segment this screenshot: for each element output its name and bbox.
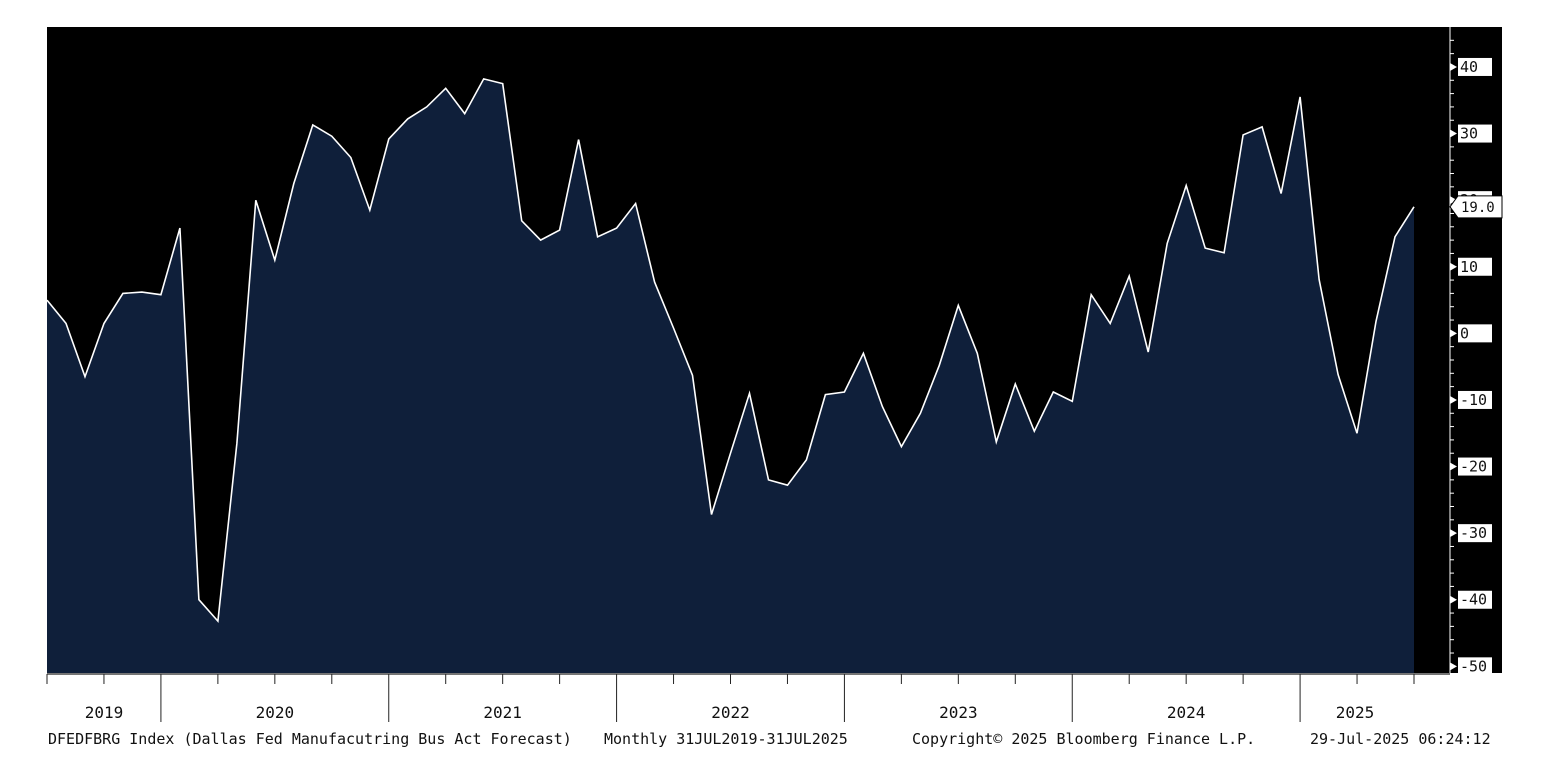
x-year-label: 2021 [483,703,522,722]
y-tick-label-bg [1458,324,1492,343]
y-tick-label: 30 [1460,125,1478,143]
y-tick-label-bg [1458,657,1492,676]
y-major-tick [1450,395,1457,404]
y-tick-label: -20 [1460,458,1487,476]
last-value-tag-shape [1449,195,1503,219]
y-tick-label-bg [1458,57,1492,76]
y-major-tick [1450,62,1457,71]
x-axis: 2019 2020 2021 2022 2023 2024 2025 [46,673,1450,722]
y-major-tick [1450,329,1457,338]
series-line [46,77,1415,623]
y-tick-label-bg [1458,590,1492,609]
y-axis: 403020100-10-20-30-40-50 [1449,27,1492,676]
y-tick-label-bg [1458,124,1492,143]
y-major-tick [1450,196,1457,205]
y-tick-label: 0 [1460,324,1469,342]
x-year-label: 2019 [85,703,124,722]
x-year-label: 2020 [256,703,295,722]
footer-copyright: Copyright© 2025 Bloomberg Finance L.P. [912,730,1255,748]
x-year-label: 2023 [939,703,978,722]
x-year-label: 2022 [711,703,750,722]
y-tick-label-bg [1458,457,1492,476]
y-major-tick [1450,529,1457,538]
y-tick-label-bg [1458,390,1492,409]
last-value-tag: 19.0 [1449,195,1503,219]
y-tick-label: 10 [1460,258,1478,276]
y-tick-label: -10 [1460,391,1487,409]
x-axis-panel [47,673,1450,723]
x-year-label: 2025 [1336,703,1375,722]
footer: DFEDFBRG Index (Dallas Fed Manufacutring… [48,730,1491,748]
y-major-tick [1450,662,1457,671]
y-major-tick [1450,595,1457,604]
y-major-tick [1450,129,1457,138]
y-tick-label: -40 [1460,591,1487,609]
footer-ticker: DFEDFBRG Index (Dallas Fed Manufacutring… [48,730,572,748]
y-major-tick [1450,462,1457,471]
x-year-label: 2024 [1167,703,1206,722]
y-tick-label: -50 [1460,657,1487,675]
y-tick-label: 40 [1460,58,1478,76]
footer-timestamp: 29-Jul-2025 06:24:12 [1310,730,1491,748]
y-tick-label: -30 [1460,524,1487,542]
y-tick-label-bg [1458,257,1492,276]
last-value-label: 19.0 [1461,200,1495,216]
area-fill [47,78,1414,673]
footer-range: Monthly 31JUL2019-31JUL2025 [604,730,848,748]
y-tick-label-bg [1458,524,1492,543]
y-major-tick [1450,262,1457,271]
